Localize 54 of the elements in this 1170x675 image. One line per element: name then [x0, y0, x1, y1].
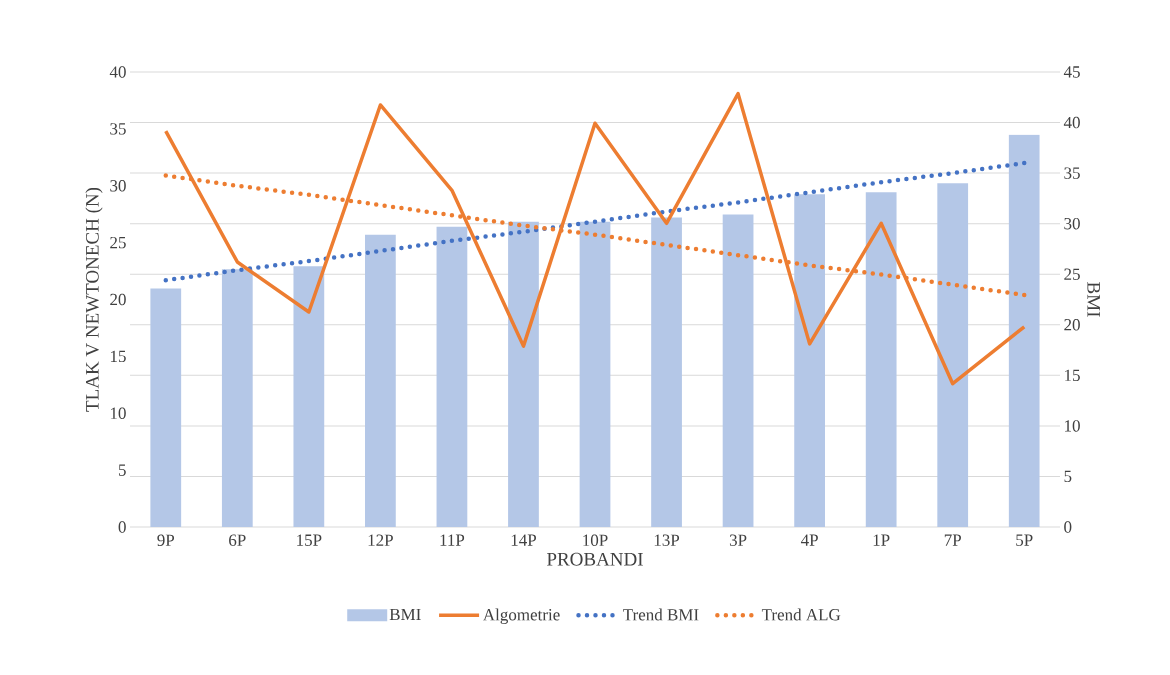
- x-axis-title: PROBANDI: [546, 552, 643, 566]
- y2-tick-label: 5: [1064, 470, 1072, 483]
- x-tick-label: 6P: [229, 534, 246, 546]
- y2-tick-label: 30: [1064, 217, 1080, 230]
- x-tick-label: 4P: [800, 534, 818, 546]
- x-tick-label: 14P: [511, 534, 537, 546]
- y-tick-label: 35: [110, 123, 126, 135]
- line-series: [163, 160, 1027, 283]
- x-tick-label: 10P: [583, 534, 608, 547]
- bar: [865, 192, 897, 527]
- legend-label: Trend BMI: [623, 608, 699, 621]
- y2-tick-label: 0: [1064, 521, 1072, 533]
- y2-axis-title: BMI: [1087, 282, 1100, 317]
- bar: [293, 266, 325, 527]
- x-tick-label: 11P: [440, 534, 465, 546]
- line-series: [164, 91, 1026, 386]
- bar: [508, 221, 539, 527]
- bar: [365, 234, 396, 527]
- y-tick-label: 40: [109, 66, 126, 78]
- x-tick-label: 9P: [157, 534, 175, 546]
- x-tick-label: 13P: [654, 534, 680, 546]
- legend-label: BMI: [389, 608, 421, 621]
- y2-tick-label: 35: [1064, 167, 1080, 179]
- bar: [221, 269, 253, 527]
- y-tick-label: 0: [118, 521, 126, 533]
- legend-label: Algometrie: [483, 608, 560, 625]
- x-tick-label: 3P: [729, 534, 747, 546]
- bar: [651, 217, 682, 527]
- x-tick-label: 5P: [1016, 534, 1033, 546]
- bar: [794, 194, 826, 527]
- y2-tick-label: 45: [1063, 66, 1080, 78]
- y-tick-label: 20: [110, 293, 126, 306]
- y-tick-label: 5: [118, 464, 126, 476]
- x-tick-label: 15P: [297, 534, 322, 546]
- y2-tick-label: 25: [1064, 268, 1080, 280]
- bar: [436, 226, 468, 527]
- legend-label: Trend ALG: [761, 608, 841, 621]
- bar: [937, 183, 969, 527]
- bar: [1008, 134, 1040, 527]
- y-tick-label: 30: [110, 180, 126, 192]
- y-axis-title: TLAK V NEWTONECH (N): [85, 187, 103, 412]
- bar: [722, 214, 754, 527]
- y2-tick-label: 10: [1065, 420, 1080, 432]
- y-tick-label: 25: [110, 236, 126, 249]
- y2-tick-label: 40: [1063, 116, 1080, 129]
- y-tick-label: 10: [110, 407, 126, 419]
- y-tick-label: 15: [110, 350, 126, 363]
- x-tick-label: 1P: [873, 534, 890, 546]
- x-tick-label: 12P: [368, 534, 393, 546]
- y2-tick-label: 15: [1065, 369, 1080, 382]
- bar: [150, 288, 182, 527]
- x-tick-label: 7P: [944, 534, 961, 546]
- y2-tick-label: 20: [1064, 319, 1080, 331]
- bar: [579, 221, 611, 527]
